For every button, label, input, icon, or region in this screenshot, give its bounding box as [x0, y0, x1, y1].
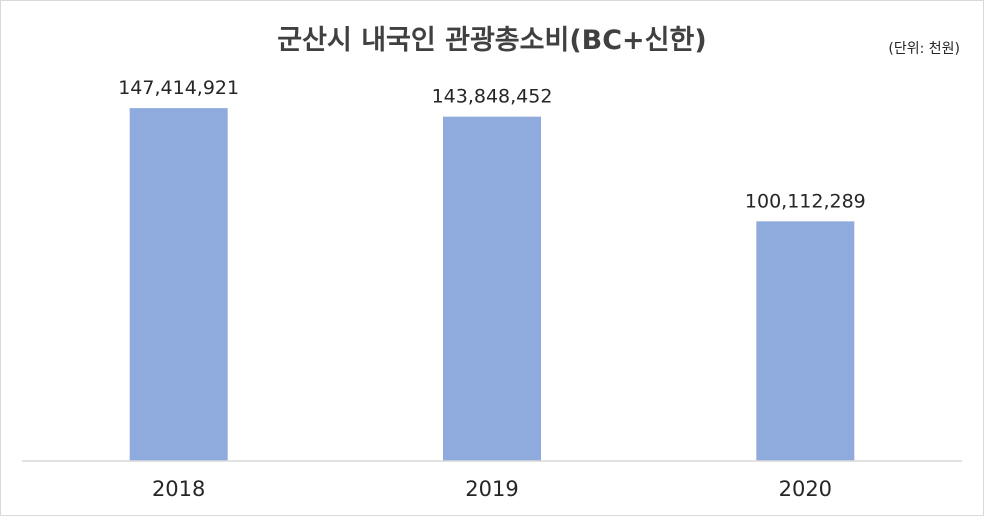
unit-note: (단위: 천원) — [888, 41, 960, 57]
data-label-2018: 147,414,921 — [118, 77, 239, 99]
data-labels-group: 147,414,921 143,848,452 100,112,289 — [118, 77, 866, 212]
bar-2018 — [129, 108, 228, 461]
x-tick-2019: 2019 — [465, 477, 518, 501]
bars-group — [129, 108, 855, 461]
data-label-2020: 100,112,289 — [745, 190, 866, 212]
x-tick-2018: 2018 — [152, 477, 205, 501]
bar-2020 — [756, 221, 855, 461]
data-label-2019: 143,848,452 — [432, 86, 553, 108]
chart-title: 군산시 내국인 관광총소비(BC+신한) — [277, 25, 707, 56]
x-tick-2020: 2020 — [779, 477, 832, 501]
x-ticks-group: 2018 2019 2020 — [152, 477, 832, 501]
bar-2019 — [443, 116, 541, 461]
